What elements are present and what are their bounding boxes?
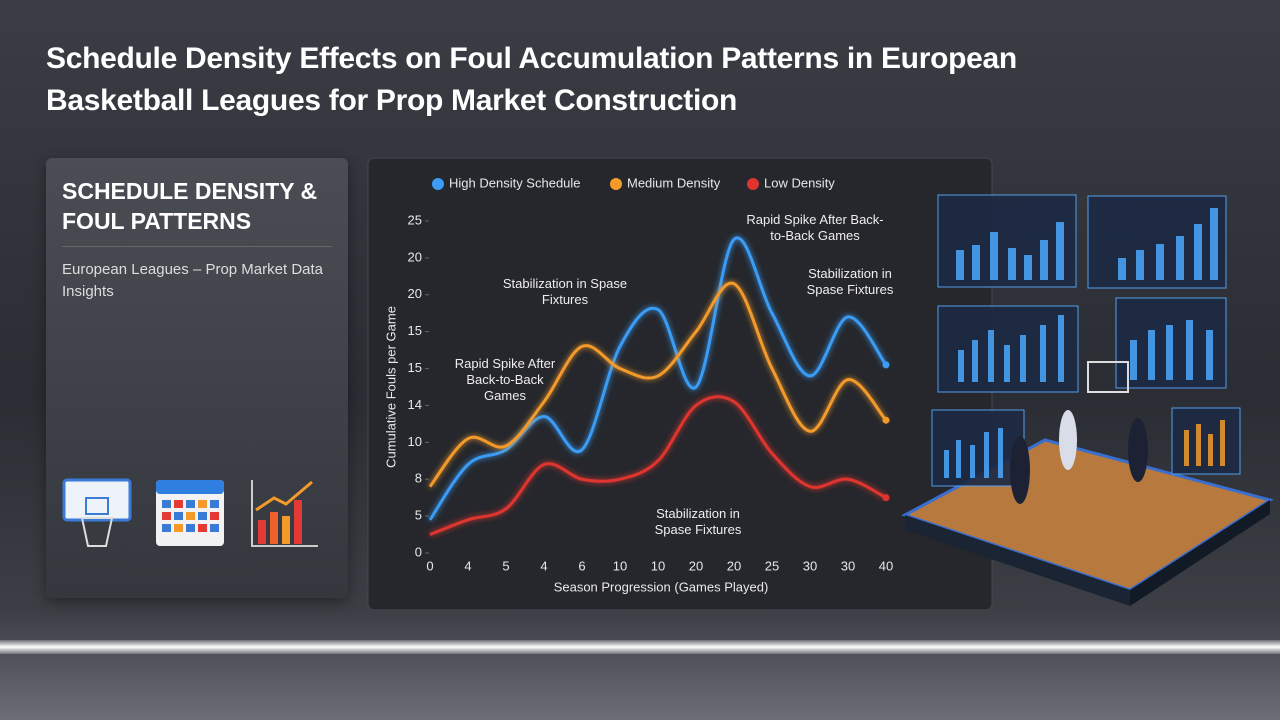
y-tick-label: 5 xyxy=(415,508,422,523)
floor-light xyxy=(0,640,1280,654)
legend-label: Low Density xyxy=(764,175,835,190)
y-axis-label: Cumulative Fouls per Game xyxy=(383,306,398,468)
x-tick-label: 20 xyxy=(727,558,741,573)
x-tick-label: 4 xyxy=(540,558,547,573)
panel-heading: SCHEDULE DENSITY & FOUL PATTERNS xyxy=(62,176,332,247)
x-tick-label: 30 xyxy=(841,558,855,573)
x-axis-label: Season Progression (Games Played) xyxy=(554,579,769,594)
court-illustration xyxy=(901,194,1274,606)
series-line xyxy=(428,236,888,521)
x-tick-label: 10 xyxy=(613,558,627,573)
x-tick-label: 0 xyxy=(426,558,433,573)
legend-marker xyxy=(610,178,622,190)
legend-marker xyxy=(432,178,444,190)
x-tick-label: 30 xyxy=(803,558,817,573)
x-tick-label: 6 xyxy=(578,558,585,573)
y-tick-label: 0 xyxy=(415,544,422,559)
x-tick-label: 5 xyxy=(502,558,509,573)
x-tick-label: 40 xyxy=(879,558,893,573)
annotation: Rapid Spike After Back-to-Back Games xyxy=(746,212,884,243)
end-point xyxy=(882,416,890,424)
annotation: Stabilization in Spase Fixtures xyxy=(502,276,628,307)
legend-marker xyxy=(747,178,759,190)
y-tick-label: 15 xyxy=(408,360,422,375)
y-tick-label: 25 xyxy=(408,212,422,227)
end-point xyxy=(882,494,890,502)
x-tick-label: 20 xyxy=(689,558,703,573)
annotation: Stabilization in Spase Fixtures xyxy=(806,266,894,297)
y-tick-label: 15 xyxy=(408,323,422,338)
legend-label: High Density Schedule xyxy=(449,175,581,190)
y-tick-label: 8 xyxy=(415,471,422,486)
series-line xyxy=(428,281,888,488)
annotation: Rapid Spike After Back-to-Back Games xyxy=(454,356,556,403)
panel-subtitle: European Leagues – Prop Market Data Insi… xyxy=(62,261,323,300)
x-tick-label: 10 xyxy=(651,558,665,573)
y-tick-label: 10 xyxy=(408,434,422,449)
y-tick-label: 20 xyxy=(408,249,422,264)
end-point xyxy=(882,361,890,369)
y-tick-label: 20 xyxy=(408,286,422,301)
annotation: Stabilization in Spase Fixtures xyxy=(654,506,742,537)
series-line xyxy=(429,395,887,536)
x-tick-label: 4 xyxy=(464,558,471,573)
legend-label: Medium Density xyxy=(627,175,721,190)
page-title: Schedule Density Effects on Foul Accumul… xyxy=(46,42,1017,117)
x-tick-label: 25 xyxy=(765,558,779,573)
y-tick-label: 14 xyxy=(408,397,422,412)
